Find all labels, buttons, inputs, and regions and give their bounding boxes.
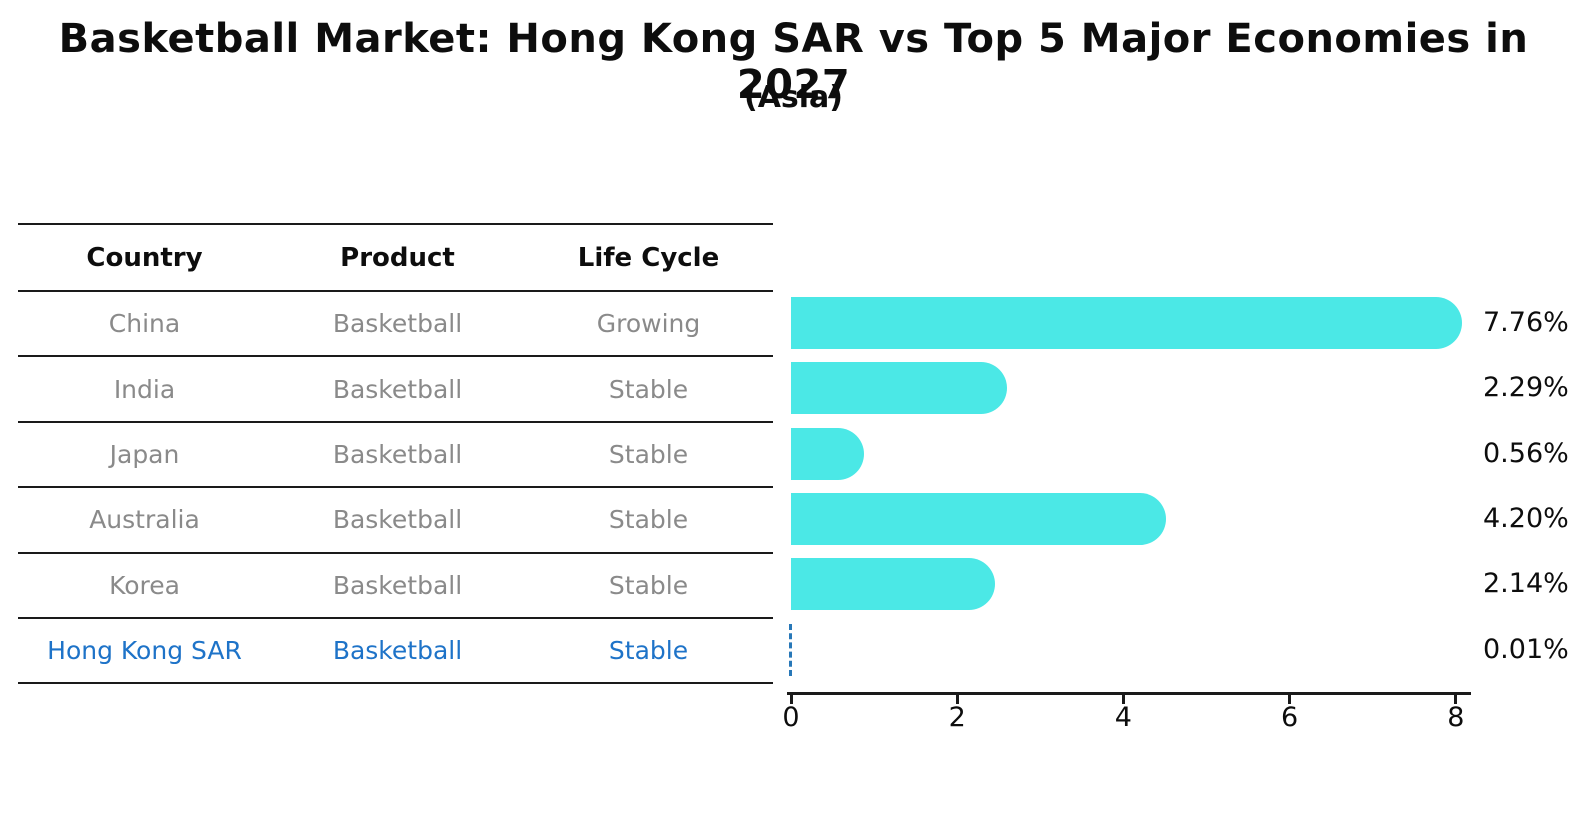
x-tick-mark-0 bbox=[789, 694, 793, 704]
bar-australia bbox=[791, 492, 1167, 545]
value-label-japan: 0.56% bbox=[1483, 437, 1569, 469]
column-header-product: Product bbox=[340, 242, 455, 273]
product-cell: Basketball bbox=[332, 309, 463, 339]
bar-hong-kong-sar bbox=[789, 623, 792, 676]
x-tick-label-4: 4 bbox=[1114, 702, 1132, 733]
table-row-hong-kong-sar: Hong Kong SAR Basketball Stable bbox=[18, 619, 773, 685]
product-cell: Basketball bbox=[332, 636, 463, 666]
value-label-hong-kong-sar: 0.01% bbox=[1483, 633, 1569, 665]
x-tick-mark-6 bbox=[1288, 694, 1292, 704]
x-tick-label-6: 6 bbox=[1281, 702, 1299, 733]
country-table: Country Product Life Cycle China Basketball… bbox=[18, 223, 773, 685]
chart-title: Basketball Market: Hong Kong SAR vs Top … bbox=[58, 16, 1529, 108]
bar-korea bbox=[791, 558, 995, 611]
product-cell: Basketball bbox=[332, 439, 463, 469]
table-row-australia: Australia Basketball Stable bbox=[18, 488, 773, 554]
x-tick-mark-2 bbox=[955, 694, 959, 704]
x-tick-label-2: 2 bbox=[948, 702, 966, 733]
x-tick-label-8: 8 bbox=[1447, 702, 1465, 733]
country-cell: Japan bbox=[109, 439, 180, 469]
bar-india bbox=[791, 362, 1008, 415]
country-cell: India bbox=[113, 374, 176, 404]
value-label-korea: 2.14% bbox=[1483, 568, 1569, 600]
life-cycle-cell: Stable bbox=[608, 570, 689, 600]
product-cell: Basketball bbox=[332, 570, 463, 600]
life-cycle-cell: Stable bbox=[608, 374, 689, 404]
life-cycle-cell: Growing bbox=[596, 309, 701, 339]
chart-subtitle: (Asia) bbox=[743, 80, 844, 115]
table-row-japan: Japan Basketball Stable bbox=[18, 423, 773, 489]
x-tick-mark-8 bbox=[1454, 694, 1458, 704]
bar-japan bbox=[791, 427, 864, 480]
country-cell: Korea bbox=[109, 570, 180, 600]
country-cell: Australia bbox=[89, 505, 200, 535]
x-tick-label-0: 0 bbox=[782, 702, 800, 733]
value-label-australia: 4.20% bbox=[1483, 502, 1569, 534]
life-cycle-cell: Stable bbox=[608, 439, 689, 469]
table-header-row: Country Product Life Cycle bbox=[18, 225, 773, 292]
value-label-india: 2.29% bbox=[1483, 372, 1569, 404]
table-row-india: India Basketball Stable bbox=[18, 357, 773, 423]
country-cell: China bbox=[108, 309, 181, 339]
life-cycle-cell: Stable bbox=[608, 636, 689, 666]
column-header-country: Country bbox=[86, 242, 203, 273]
value-label-china: 7.76% bbox=[1483, 306, 1569, 338]
x-tick-mark-4 bbox=[1121, 694, 1125, 704]
table-row-korea: Korea Basketball Stable bbox=[18, 554, 773, 619]
bar-china bbox=[791, 296, 1462, 349]
x-axis-line bbox=[787, 692, 1471, 695]
country-cell: Hong Kong SAR bbox=[47, 636, 242, 666]
product-cell: Basketball bbox=[332, 374, 463, 404]
table-row-china: China Basketball Growing bbox=[18, 292, 773, 358]
life-cycle-cell: Stable bbox=[608, 505, 689, 535]
column-header-life-cycle: Life Cycle bbox=[577, 242, 720, 273]
product-cell: Basketball bbox=[332, 505, 463, 535]
